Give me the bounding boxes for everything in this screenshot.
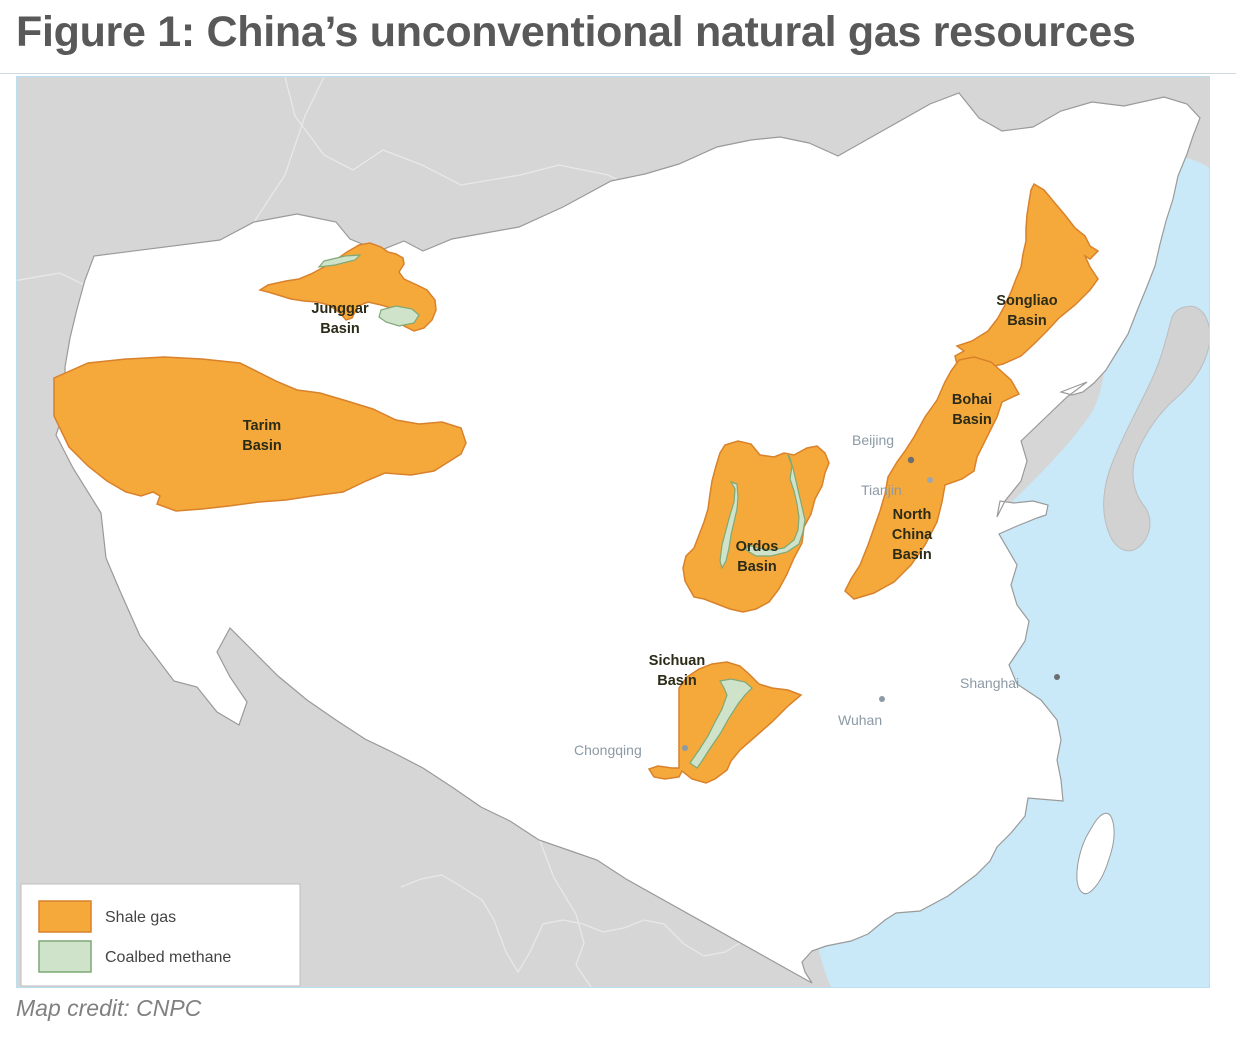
svg-text:Basin: Basin — [892, 547, 932, 563]
svg-text:Shanghai: Shanghai — [960, 675, 1019, 691]
svg-text:Tarim: Tarim — [243, 418, 281, 434]
svg-text:Ordos: Ordos — [736, 539, 779, 555]
svg-text:Basin: Basin — [657, 673, 697, 689]
svg-text:Basin: Basin — [952, 412, 992, 428]
svg-text:Wuhan: Wuhan — [838, 712, 882, 728]
svg-text:Bohai: Bohai — [952, 392, 992, 408]
svg-text:Basin: Basin — [1007, 313, 1047, 329]
svg-text:Coalbed methane: Coalbed methane — [105, 949, 231, 966]
svg-text:Songliao: Songliao — [996, 293, 1057, 309]
svg-text:Chongqing: Chongqing — [574, 742, 642, 758]
svg-text:Shale gas: Shale gas — [105, 909, 176, 926]
svg-text:Basin: Basin — [737, 559, 777, 575]
svg-text:Junggar: Junggar — [311, 301, 369, 317]
svg-text:Basin: Basin — [242, 438, 282, 454]
svg-text:North: North — [893, 507, 932, 523]
svg-text:Sichuan: Sichuan — [649, 653, 705, 669]
svg-text:Beijing: Beijing — [852, 432, 894, 448]
svg-text:China: China — [892, 527, 933, 543]
svg-text:Tianjin: Tianjin — [861, 482, 902, 498]
svg-text:Basin: Basin — [320, 321, 360, 337]
